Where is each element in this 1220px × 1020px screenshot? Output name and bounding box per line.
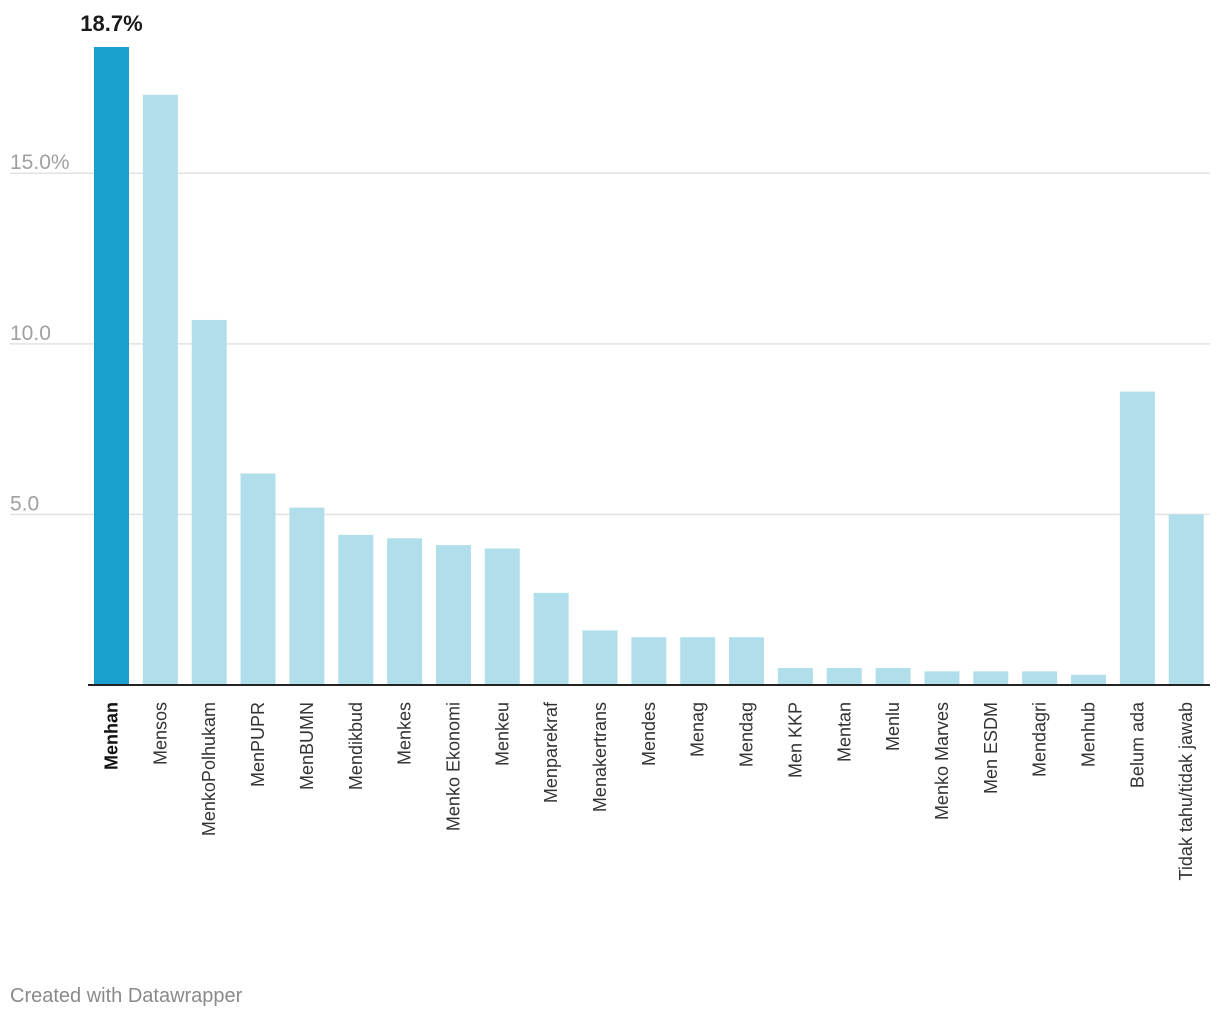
bar-menparekraf bbox=[533, 592, 569, 685]
x-tick-label: Mentan bbox=[834, 702, 854, 762]
x-tick-label: Menakertrans bbox=[590, 702, 610, 812]
x-tick-label: Belum ada bbox=[1127, 701, 1147, 788]
x-tick-label: Menko Marves bbox=[932, 702, 952, 820]
bar-menkes bbox=[387, 538, 423, 685]
bar-menhan bbox=[94, 47, 129, 685]
x-tick-label: Menlu bbox=[883, 702, 903, 751]
x-tick-label: Menparekraf bbox=[541, 701, 561, 803]
footer-credit: Created with Datawrapper bbox=[10, 985, 243, 1007]
bar-mendagri bbox=[1022, 671, 1058, 685]
x-tick-label: MenPUPR bbox=[248, 702, 268, 787]
bar-menkopolhukam bbox=[191, 319, 227, 685]
x-tick-label: Menkes bbox=[395, 702, 415, 765]
x-tick-label: Menhub bbox=[1079, 702, 1099, 767]
bar-tidak-tahu-tidak-jawab bbox=[1168, 514, 1204, 685]
y-tick-label: 10.0 bbox=[10, 322, 51, 345]
x-tick-label: Men KKP bbox=[785, 702, 805, 778]
x-tick-label: Mendikbud bbox=[346, 702, 366, 790]
bar-mendag bbox=[729, 637, 765, 685]
x-tick-label: MenkoPolhukam bbox=[199, 702, 219, 836]
bar-menko-ekonomi bbox=[435, 545, 471, 685]
x-tick-label: Men ESDM bbox=[981, 702, 1001, 794]
bar-menakertrans bbox=[582, 630, 618, 685]
x-tick-label: Menag bbox=[688, 702, 708, 757]
bar-menlu bbox=[875, 667, 911, 685]
y-tick-label: 15.0% bbox=[10, 151, 70, 174]
x-tick-label: MenBUMN bbox=[297, 702, 317, 790]
bar-mentan bbox=[826, 667, 862, 685]
bar-menag bbox=[680, 637, 716, 685]
x-tick-label: Mensos bbox=[150, 702, 170, 765]
x-tick-label: Mendagri bbox=[1030, 702, 1050, 777]
x-tick-label: Menkeu bbox=[492, 702, 512, 766]
x-tick-label: Menhan bbox=[102, 702, 122, 770]
x-tick-label: Menko Ekonomi bbox=[443, 702, 463, 831]
bar-men-kkp bbox=[777, 667, 813, 685]
y-tick-label: 5.0 bbox=[10, 492, 39, 515]
x-tick-label: Mendag bbox=[737, 702, 757, 767]
x-tick-label: Tidak tahu/tidak jawab bbox=[1176, 702, 1196, 880]
bar-men-esdm bbox=[973, 671, 1009, 685]
bar-menbumn bbox=[289, 507, 325, 685]
bar-menko-marves bbox=[924, 671, 960, 685]
bar-menhub bbox=[1071, 674, 1106, 685]
bar-mendikbud bbox=[338, 534, 374, 685]
x-tick-label: Mendes bbox=[639, 702, 659, 766]
bar-menkeu bbox=[484, 548, 520, 685]
bar-mendes bbox=[631, 637, 667, 685]
bar-menpupr bbox=[240, 473, 276, 685]
bar-belum-ada bbox=[1119, 391, 1155, 685]
bar-mensos bbox=[142, 94, 178, 685]
data-label-highlight: 18.7% bbox=[80, 11, 142, 36]
